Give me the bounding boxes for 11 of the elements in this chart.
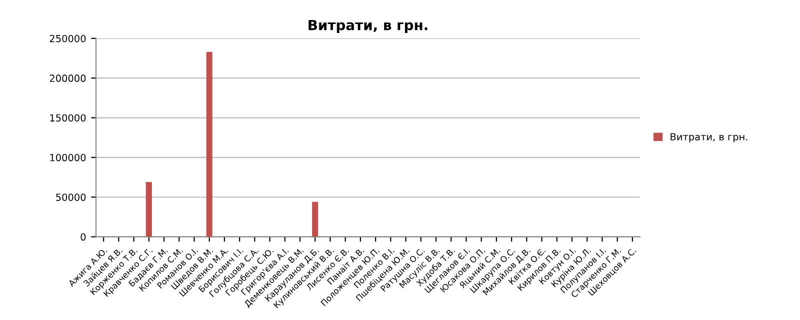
y-tick-label: 50000 [56,194,86,201]
y-tick-label: 100000 [50,154,86,162]
bar [206,52,212,237]
y-tick-label: 150000 [50,114,86,122]
bar [312,202,318,237]
legend-label: Витрати, в грн. [670,133,748,142]
y-tick-label: 200000 [50,74,86,82]
bar [146,182,152,237]
chart-title: Витрати, в грн. [308,20,428,33]
y-tick-label: 0 [80,233,86,241]
y-tick-label: 250000 [50,34,86,42]
